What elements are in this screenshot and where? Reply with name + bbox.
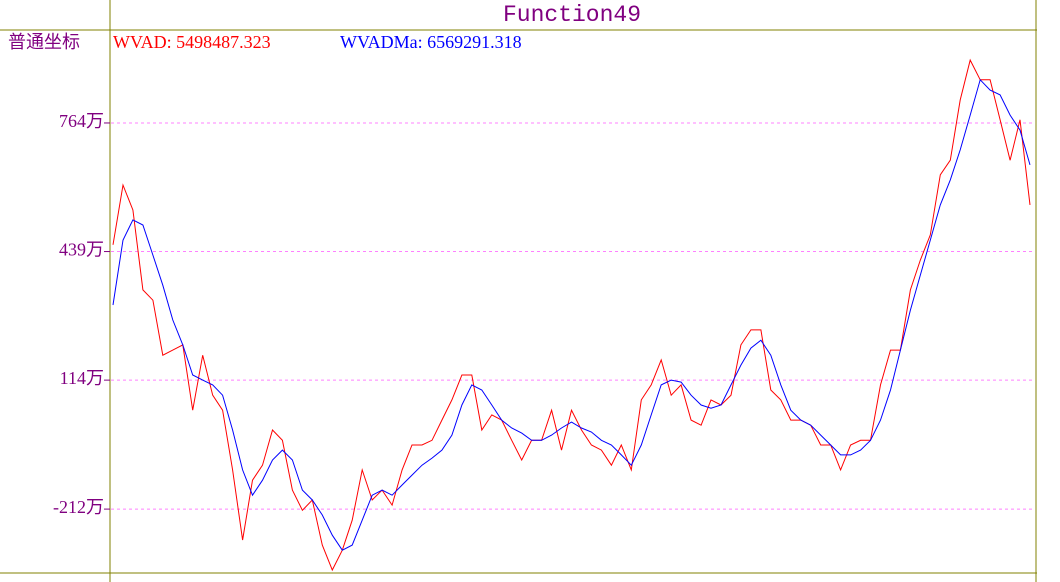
y-tick-label: -212万 [53, 497, 104, 517]
y-tick-label: 764万 [59, 111, 104, 131]
axis-mode: 普通坐标 [8, 32, 80, 52]
y-tick-label: 114万 [60, 368, 104, 388]
legend-entry: WVADMa: 6569291.318 [340, 32, 522, 52]
y-tick-label: 439万 [59, 240, 104, 260]
legend-entry: WVAD: 5498487.323 [113, 32, 271, 52]
series-line [112, 78, 1031, 551]
chart-title: Function49 [503, 2, 641, 28]
series-line [112, 58, 1031, 572]
